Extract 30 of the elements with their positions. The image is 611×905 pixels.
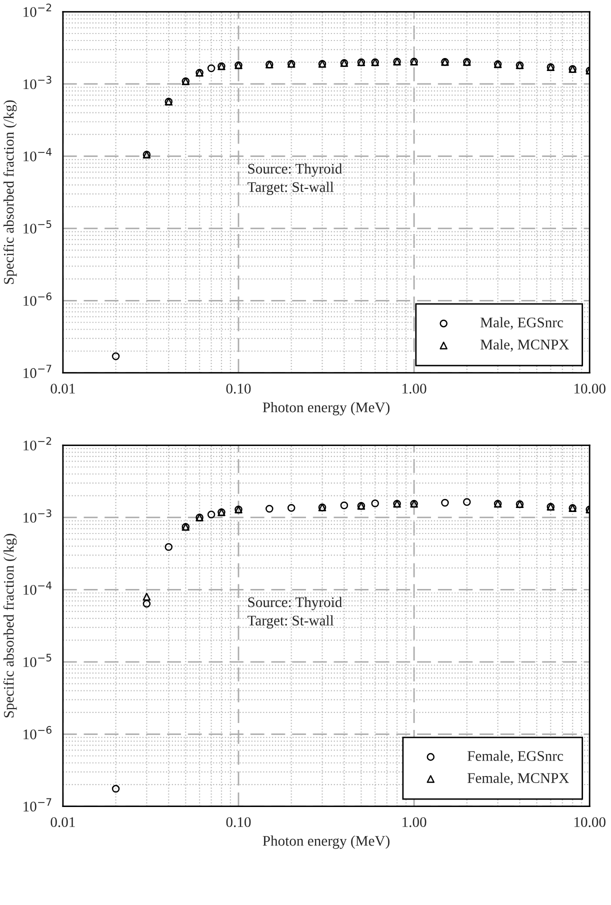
x-tick-label: 10.00: [574, 817, 606, 828]
x-tick-label: 10.00: [574, 384, 606, 394]
x-tick-label: 0.10: [226, 384, 251, 394]
y-axis-title: Specific absorbed fraction (/kg): [3, 100, 17, 284]
x-tick-label: 0.01: [50, 817, 75, 828]
annotation: Source: Thyroid Target: St-wall: [248, 163, 342, 196]
x-axis-title: Photon energy (MeV): [262, 836, 390, 849]
y-tick-label: 10$^{−5}$: [24, 654, 52, 668]
y-tick-label: 10$^{−4}$: [24, 582, 52, 595]
y-tick-label: 10$^{−3}$: [24, 509, 52, 523]
x-axis-title: Photon energy (MeV): [262, 402, 390, 416]
y-tick-label: 10$^{−6}$: [24, 292, 52, 306]
y-axis-title: Specific absorbed fraction (/kg): [3, 534, 17, 718]
y-tick-label: 10$^{−3}$: [24, 76, 52, 90]
legend-label: Female, EGSnrc: [468, 750, 564, 764]
legend-label: Female, MCNPX: [468, 772, 569, 786]
x-tick-label: 1.00: [402, 384, 426, 394]
y-tick-label: 10$^{−6}$: [24, 726, 52, 740]
y-tick-label: 10$^{−7}$: [24, 364, 52, 378]
y-tick-label: 10$^{−2}$: [24, 4, 52, 17]
x-tick-label: 1.00: [402, 817, 426, 828]
x-tick-label: 0.01: [50, 384, 75, 394]
annotation: Source: Thyroid Target: St-wall: [248, 596, 342, 629]
legend-label: Male, EGSnrc: [480, 317, 564, 330]
x-tick-label: 0.10: [226, 817, 251, 828]
y-tick-label: 10$^{−4}$: [24, 148, 52, 162]
legend-label: Male, MCNPX: [480, 339, 569, 352]
y-tick-label: 10$^{−5}$: [24, 220, 52, 234]
y-tick-label: 10$^{−2}$: [24, 437, 52, 450]
y-tick-label: 10$^{−7}$: [24, 798, 52, 812]
